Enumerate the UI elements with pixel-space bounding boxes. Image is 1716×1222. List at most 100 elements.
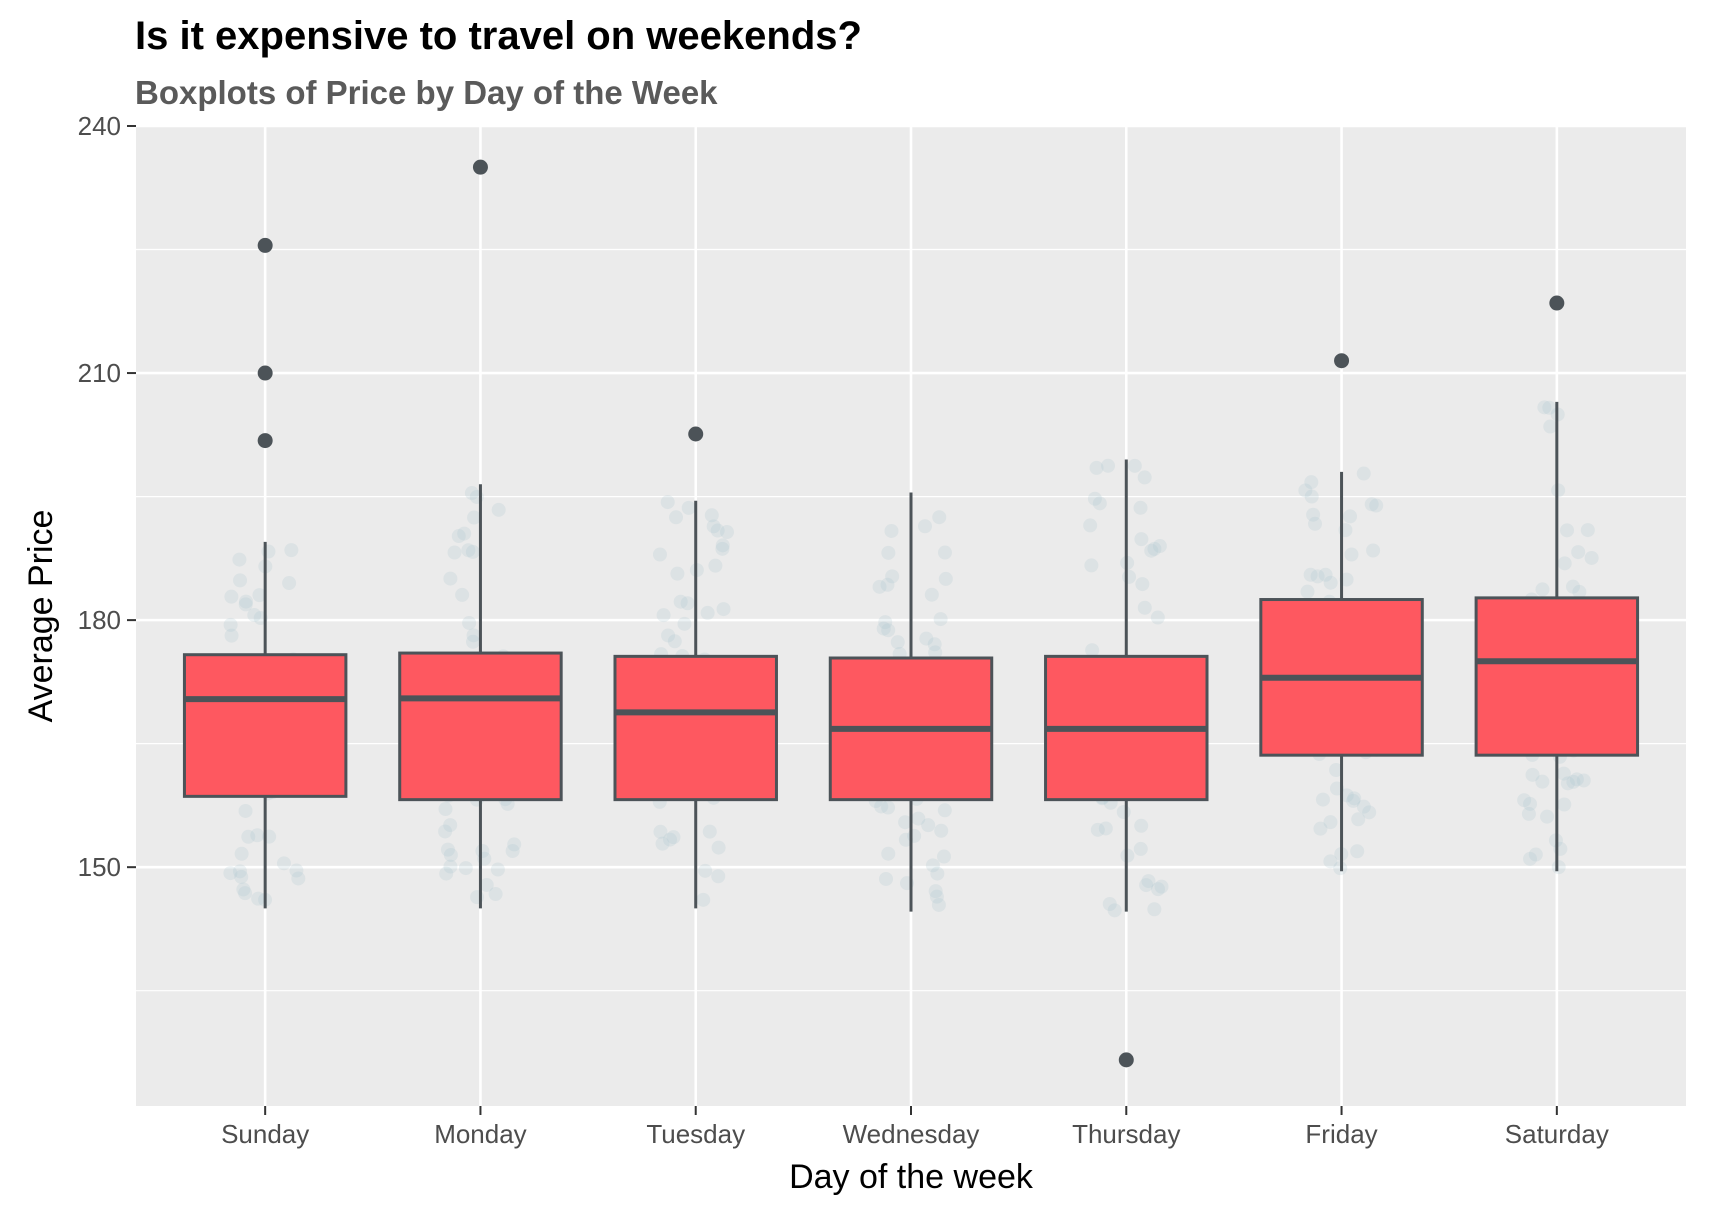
- jitter-point: [1133, 500, 1148, 515]
- jitter-point: [715, 541, 730, 556]
- jitter-point: [1084, 558, 1099, 573]
- jitter-point: [238, 597, 253, 612]
- jitter-point: [1347, 791, 1362, 806]
- jitter-point: [919, 631, 934, 646]
- jitter-point: [1085, 643, 1100, 658]
- jitter-point: [1523, 851, 1538, 866]
- jitter-point: [1364, 497, 1379, 512]
- jitter-point: [1304, 475, 1319, 490]
- jitter-point: [466, 634, 481, 649]
- jitter-point: [1369, 498, 1384, 513]
- jitter-point: [653, 824, 668, 839]
- jitter-point: [710, 523, 725, 538]
- jitter-point: [1102, 897, 1117, 912]
- jitter-point: [224, 589, 239, 604]
- outlier-point: [257, 237, 273, 253]
- jitter-point: [1310, 569, 1325, 584]
- jitter-point: [880, 577, 895, 592]
- jitter-point: [223, 866, 238, 881]
- jitter-point: [698, 863, 713, 878]
- jitter-point: [1127, 458, 1142, 473]
- jitter-point: [1122, 569, 1137, 584]
- jitter-point: [917, 519, 932, 534]
- jitter-point: [911, 811, 926, 826]
- jitter-point: [924, 587, 939, 602]
- jitter-point: [1571, 545, 1586, 560]
- jitter-point: [1344, 547, 1359, 562]
- jitter-point: [1351, 812, 1366, 827]
- jitter-point: [885, 569, 900, 584]
- jitter-point: [898, 832, 913, 847]
- jitter-point: [233, 573, 248, 588]
- jitter-point: [1083, 518, 1098, 533]
- outlier-point: [1334, 353, 1350, 369]
- x-tick-label: Tuesday: [646, 1119, 745, 1149]
- jitter-point: [874, 799, 889, 814]
- jitter-point: [462, 615, 477, 630]
- jitter-point: [1543, 419, 1558, 434]
- jitter-point: [1098, 821, 1113, 836]
- jitter-point: [251, 891, 266, 906]
- jitter-point: [1306, 507, 1321, 522]
- jitter-point: [666, 830, 681, 845]
- jitter-point: [1144, 543, 1159, 558]
- jitter-point: [232, 864, 247, 879]
- jitter-point: [1523, 796, 1538, 811]
- jitter-point: [1537, 400, 1552, 415]
- y-tick-label: 210: [78, 358, 121, 388]
- x-tick-label: Saturday: [1505, 1119, 1609, 1149]
- jitter-point: [1323, 815, 1338, 830]
- jitter-point: [890, 635, 905, 650]
- jitter-point: [1147, 902, 1162, 917]
- jitter-point: [443, 571, 458, 586]
- jitter-point: [465, 544, 480, 559]
- jitter-point: [1134, 532, 1149, 547]
- jitter-point: [1339, 788, 1354, 803]
- jitter-point: [467, 510, 482, 525]
- jitter-point: [438, 802, 453, 817]
- outlier-point: [1118, 1052, 1134, 1068]
- jitter-point: [1566, 774, 1581, 789]
- jitter-point: [1542, 400, 1557, 415]
- jitter-point: [507, 837, 522, 852]
- jitter-point: [706, 519, 721, 534]
- jitter-point: [1350, 844, 1365, 859]
- jitter-point: [443, 847, 458, 862]
- jitter-point: [652, 547, 667, 562]
- jitter-point: [1366, 543, 1381, 558]
- jitter-point: [252, 588, 267, 603]
- jitter-point: [1540, 809, 1555, 824]
- jitter-point: [1089, 460, 1104, 475]
- jitter-point: [1304, 489, 1319, 504]
- jitter-point: [928, 645, 943, 660]
- jitter-point: [234, 846, 249, 861]
- outlier-point: [1549, 295, 1565, 311]
- jitter-point: [443, 818, 458, 833]
- outlier-point: [257, 365, 273, 381]
- jitter-point: [1362, 805, 1377, 820]
- jitter-point: [925, 858, 940, 873]
- jitter-point: [872, 579, 887, 594]
- jitter-point: [1134, 818, 1149, 833]
- box-monday: [398, 651, 563, 802]
- jitter-point: [241, 829, 256, 844]
- jitter-point: [1572, 584, 1587, 599]
- x-axis-title: Day of the week: [789, 1158, 1034, 1196]
- jitter-point: [475, 844, 490, 859]
- jitter-point: [470, 890, 485, 905]
- jitter-point: [1339, 572, 1354, 587]
- jitter-point: [1300, 584, 1315, 599]
- jitter-point: [1154, 879, 1169, 894]
- jitter-point: [1569, 772, 1584, 787]
- jitter-point: [479, 877, 494, 892]
- jitter-point: [247, 608, 262, 623]
- jitter-point: [704, 508, 719, 523]
- jitter-point: [232, 552, 247, 567]
- jitter-point: [921, 818, 936, 833]
- jitter-point: [261, 544, 276, 559]
- jitter-point: [1551, 860, 1566, 875]
- box-saturday: [1474, 596, 1640, 757]
- y-axis-title: Average Price: [22, 510, 60, 723]
- jitter-point: [488, 887, 503, 902]
